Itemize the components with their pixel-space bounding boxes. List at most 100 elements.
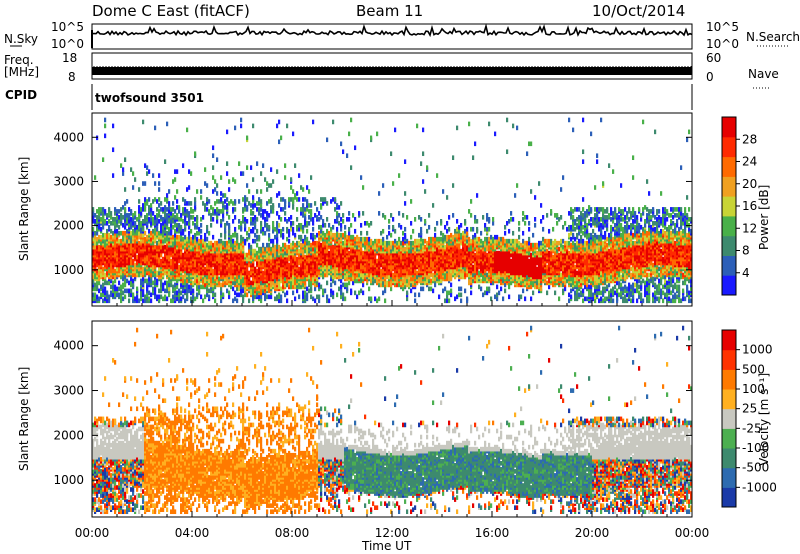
heat-cell [316,294,319,300]
heat-cell [92,211,95,216]
heat-cell [134,254,137,260]
heat-cell [304,215,307,220]
heat-cell [188,201,191,206]
heat-cell [342,296,345,302]
heat-cell [290,220,293,226]
heat-cell [382,280,385,286]
heat-cell [180,234,183,240]
heat-cell [190,240,193,246]
heat-cell [144,294,147,300]
heat-cell [218,246,221,252]
heat-cell [214,256,217,262]
heat-cell [280,217,283,222]
heat-cell [308,203,311,208]
heat-cell [168,226,171,232]
heat-cell [240,224,243,230]
heat-cell [268,224,271,230]
heat-cell [186,187,189,192]
heat-cell [432,272,435,278]
heat-cell [288,254,291,260]
heat-cell [156,230,159,236]
heat-cell [160,238,163,244]
heat-cell [234,215,237,220]
heat-cell [132,228,135,234]
heat-cell [130,238,133,244]
heat-cell [316,270,319,276]
heat-cell [234,256,237,262]
heat-cell [432,203,435,208]
heat-cell [158,266,161,272]
heat-cell [214,246,217,252]
heat-cell [220,197,223,202]
heat-cell [332,232,335,238]
heat-cell [390,266,393,272]
heat-cell [92,215,95,220]
heat-cell [240,280,243,286]
heat-cell [198,288,201,294]
heat-cell [394,246,397,252]
heat-cell [184,272,187,278]
heat-cell [116,215,119,220]
heat-cell [204,236,207,242]
heat-cell [132,292,135,298]
heat-cell [186,292,189,298]
heat-cell [234,226,237,232]
heat-cell [276,169,279,174]
heat-cell [404,232,407,238]
heat-cell [212,175,215,180]
heat-cell [246,292,249,298]
heat-cell [174,222,177,228]
heat-cell [96,244,99,250]
heat-cell [178,292,181,298]
heat-cell [172,240,175,246]
heat-cell [160,222,163,228]
heat-cell [322,250,325,256]
heat-cell [300,222,303,228]
heat-cell [362,211,365,216]
heat-cell [268,272,271,278]
heat-cell [430,278,433,284]
heat-cell [232,201,235,206]
heat-cell [184,252,187,258]
heat-cell [200,270,203,276]
heat-cell [262,213,265,218]
heat-cell [196,252,199,258]
heat-cell [268,183,271,188]
heat-cell [340,201,343,206]
heat-cell [270,238,273,244]
heat-cell [232,238,235,244]
heat-cell [134,177,137,182]
heat-cell [398,236,401,242]
heat-cell [112,123,115,129]
heat-cell [278,222,281,228]
heat-cell [250,250,253,256]
heat-cell [402,246,405,252]
heat-cell [392,224,395,230]
heat-cell [436,220,439,226]
heat-cell [320,197,323,202]
heat-cell [260,220,263,226]
heat-cell [290,226,293,232]
heat-cell [322,262,325,268]
heat-cell [226,171,229,176]
heat-cell [174,228,177,234]
heat-cell [152,211,155,216]
freq-band [92,67,692,75]
heat-cell [172,213,175,218]
heat-cell [192,209,195,214]
heat-cell [98,270,101,276]
heat-cell [384,215,387,220]
heat-cell [148,205,151,210]
heat-cell [142,298,145,304]
heat-cell [182,228,185,234]
heat-cell [318,240,321,246]
heat-cell [208,244,211,250]
heat-cell [212,268,215,274]
heat-cell [230,234,233,240]
heat-cell [104,123,107,129]
heat-cell [232,232,235,238]
heat-cell [180,230,183,236]
heat-cell [258,294,261,300]
heat-cell [404,159,407,164]
heat-cell [206,274,209,280]
